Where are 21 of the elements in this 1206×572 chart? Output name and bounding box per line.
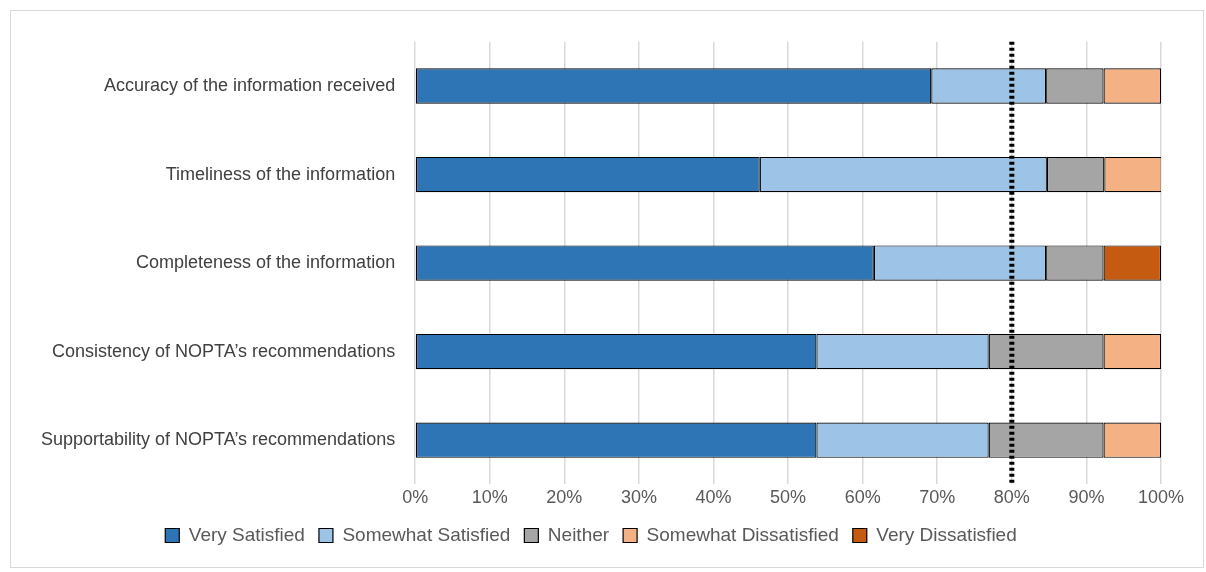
legend-label: Very Dissatisfied — [876, 523, 1017, 545]
x-tick-label: 20% — [546, 487, 583, 508]
x-tick-label: 60% — [844, 487, 881, 508]
y-tick-label: Accuracy of the information received — [104, 75, 396, 96]
x-tick-label: 80% — [993, 487, 1030, 508]
x-tick-label: 0% — [402, 487, 429, 508]
x-tick-label: 90% — [1068, 487, 1105, 508]
legend-label: Somewhat Satisfied — [342, 523, 511, 545]
y-tick-label: Timeliness of the information — [165, 163, 396, 184]
y-tick-label: Completeness of the information — [136, 252, 396, 273]
legend-label: Somewhat Dissatisfied — [646, 523, 839, 545]
y-tick-label: Consistency of NOPTA’s recommendations — [52, 340, 396, 361]
y-tick-label: Supportability of NOPTA’s recommendations — [41, 429, 396, 450]
x-tick-label: 70% — [919, 487, 956, 508]
legend-label: Very Satisfied — [188, 523, 305, 545]
x-tick-label: 50% — [770, 487, 807, 508]
x-tick-label: 30% — [620, 487, 657, 508]
x-tick-label: 100% — [1137, 487, 1185, 508]
x-tick-label: 10% — [471, 487, 508, 508]
legend-label: Neither — [547, 523, 610, 545]
x-tick-label: 40% — [695, 487, 732, 508]
